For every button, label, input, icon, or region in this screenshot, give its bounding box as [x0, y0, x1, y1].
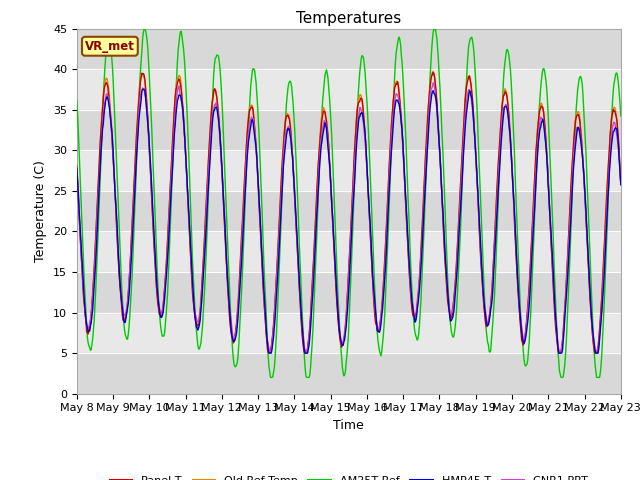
- X-axis label: Time: Time: [333, 419, 364, 432]
- Text: VR_met: VR_met: [85, 40, 135, 53]
- Bar: [77, 191, 621, 231]
- Y-axis label: Temperature (C): Temperature (C): [35, 160, 47, 262]
- Bar: [77, 29, 621, 69]
- Legend: Panel T, Old Ref Temp, AM25T Ref, HMP45 T, CNR1 PRT: Panel T, Old Ref Temp, AM25T Ref, HMP45 …: [106, 471, 592, 480]
- Bar: [77, 353, 621, 394]
- Bar: [77, 110, 621, 150]
- Bar: [77, 272, 621, 312]
- Title: Temperatures: Temperatures: [296, 11, 401, 26]
